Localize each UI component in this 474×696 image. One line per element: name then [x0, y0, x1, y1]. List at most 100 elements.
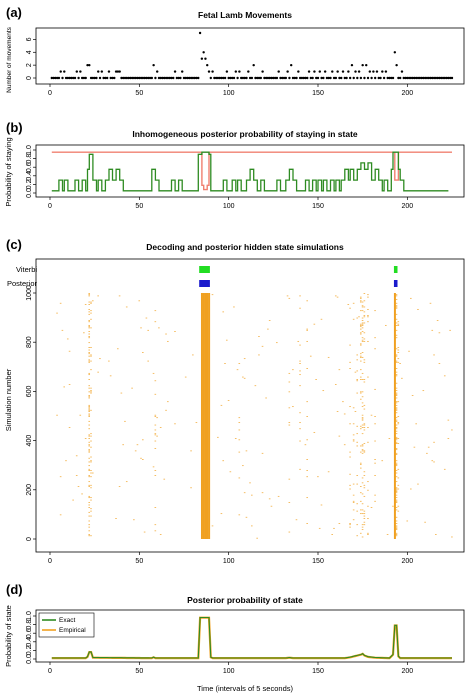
simulation-mark — [134, 450, 137, 452]
simulation-mark — [451, 429, 453, 431]
simulation-mark — [363, 300, 366, 302]
simulation-mark — [349, 526, 351, 528]
simulation-mark — [154, 424, 157, 426]
simulation-mark — [397, 416, 400, 417]
simulation-mark — [352, 439, 355, 441]
simulation-mark — [88, 534, 91, 535]
simulation-mark — [88, 385, 91, 387]
simulation-mark — [90, 302, 92, 304]
panel-b-label: (b) — [6, 120, 23, 135]
movement-point — [420, 76, 423, 80]
simulation-mark — [395, 305, 398, 307]
simulation-mark — [352, 434, 355, 436]
simulation-mark — [88, 336, 91, 337]
movement-point — [368, 70, 372, 73]
simulation-mark — [120, 392, 123, 394]
simulation-mark — [395, 500, 398, 502]
movement-point — [323, 70, 327, 73]
simulation-mark — [356, 380, 359, 382]
simulation-mark — [238, 422, 241, 424]
simulation-mark — [395, 470, 398, 471]
d-xtick-label-3: 150 — [312, 668, 324, 675]
movement-point — [356, 76, 359, 80]
movement-point — [100, 70, 104, 73]
legend-box — [38, 612, 95, 638]
simulation-mark — [242, 376, 244, 378]
simulation-mark — [88, 360, 91, 362]
simulation-mark — [395, 438, 398, 440]
simulation-mark — [267, 328, 269, 330]
movement-point — [247, 70, 250, 73]
simulation-mark — [88, 481, 91, 483]
simulation-mark — [88, 530, 91, 532]
simulation-mark — [367, 481, 369, 483]
movement-point — [214, 76, 218, 80]
movement-point — [189, 76, 193, 80]
simulation-mark — [88, 475, 91, 476]
movement-point — [186, 76, 189, 80]
simulation-mark — [88, 502, 91, 503]
panel-a-axes: 0 50 100 150 200 0 2 4 6 — [26, 37, 413, 97]
movement-point — [415, 76, 418, 80]
simulation-mark — [322, 390, 325, 392]
movement-point — [236, 76, 239, 80]
movement-point — [352, 76, 355, 80]
simulation-mark — [299, 370, 301, 372]
simulation-mark — [397, 488, 400, 490]
simulation-mark — [90, 472, 92, 474]
simulation-mark — [367, 315, 369, 317]
simulation-mark — [90, 515, 92, 517]
simulation-mark — [395, 355, 398, 357]
movement-point — [438, 76, 441, 80]
movement-point — [261, 70, 264, 73]
simulation-mark — [154, 310, 157, 312]
movement-point — [413, 76, 416, 80]
simulation-mark — [299, 295, 301, 297]
simulation-mark — [359, 355, 362, 357]
movement-point — [157, 76, 161, 80]
simulation-mark — [367, 340, 369, 342]
movement-point — [377, 76, 380, 80]
movement-point — [320, 76, 323, 80]
movement-point — [359, 76, 363, 80]
movement-point — [163, 76, 166, 80]
simulation-mark — [443, 468, 446, 470]
movement-point — [441, 76, 445, 80]
simulation-mark — [395, 324, 398, 326]
movement-point — [384, 70, 388, 73]
simulation-mark — [361, 452, 364, 454]
simulation-mark — [268, 498, 271, 500]
simulation-mark — [349, 488, 351, 490]
simulation-mark — [363, 361, 366, 363]
simulation-mark — [363, 495, 366, 497]
simulation-mark — [370, 414, 373, 416]
simulation-mark — [395, 532, 398, 534]
simulation-mark — [190, 487, 192, 489]
movement-point — [370, 76, 373, 80]
simulation-mark — [91, 300, 94, 302]
simulation-mark — [358, 316, 360, 318]
simulation-mark — [435, 534, 437, 535]
panel-a-ylabel: Number of movements — [6, 26, 13, 92]
simulation-mark — [88, 468, 91, 470]
simulation-mark — [367, 321, 369, 323]
simulation-mark — [299, 428, 301, 430]
simulation-mark — [395, 454, 398, 455]
movement-point — [148, 76, 152, 80]
simulation-mark — [395, 361, 398, 363]
simulation-mark — [443, 375, 446, 377]
simulation-mark — [343, 413, 346, 415]
panel-a: (a) Fetal Lamb Movements Number of movem… — [6, 5, 465, 97]
a-xtick-label-2: 100 — [223, 90, 235, 97]
panel-a-plot-area — [50, 31, 454, 80]
simulation-mark — [299, 412, 301, 414]
b-xtick-label-0: 0 — [48, 203, 52, 210]
simulation-mark — [427, 446, 430, 448]
simulation-mark — [352, 318, 355, 320]
simulation-mark — [90, 510, 92, 512]
simulation-mark — [88, 342, 91, 344]
simulation-mark — [299, 344, 301, 346]
simulation-mark — [361, 340, 364, 342]
simulation-mark — [306, 340, 308, 342]
simulation-mark — [306, 439, 308, 441]
